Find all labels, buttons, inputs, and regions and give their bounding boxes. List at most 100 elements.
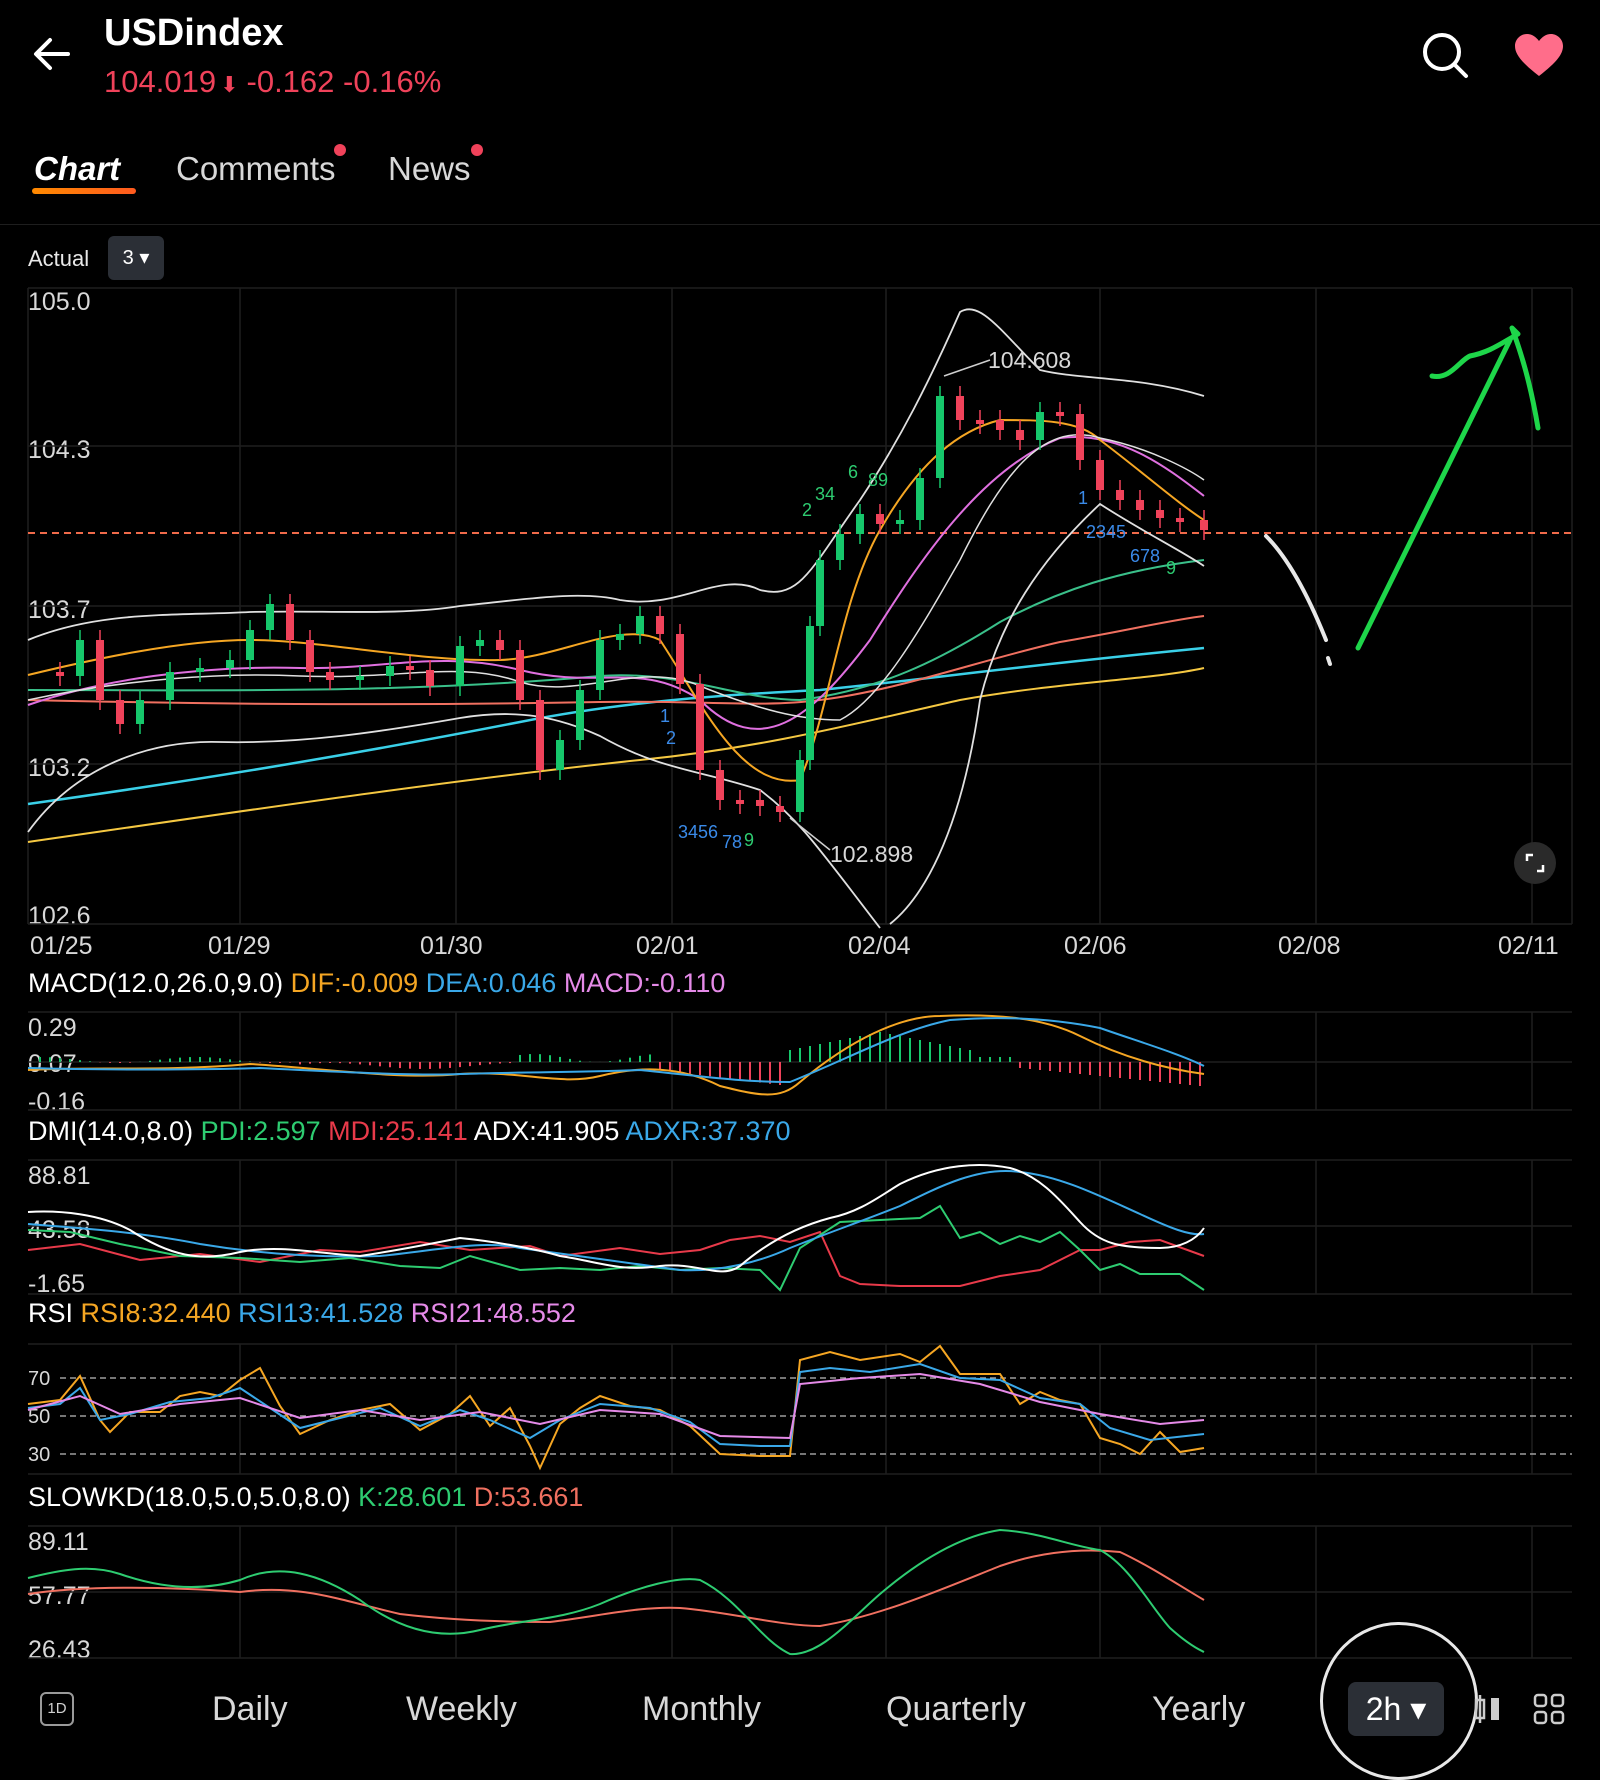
heart-icon[interactable]	[1515, 34, 1563, 78]
candle-body	[576, 690, 584, 740]
macd-title: MACD(12.0,26.0,9.0)	[28, 968, 284, 998]
dmi-y-label: 88.81	[28, 1162, 91, 1190]
td-count: 6	[848, 462, 858, 482]
candle-body	[326, 672, 334, 680]
td-count: 678	[1130, 546, 1160, 566]
candle-body	[756, 800, 764, 806]
symbol-title: USDindex	[104, 12, 284, 54]
x-label: 02/08	[1278, 932, 1341, 960]
y-label: 104.3	[28, 436, 91, 464]
candlesticks	[56, 386, 1208, 822]
candle-body	[516, 650, 524, 700]
candle-body	[956, 396, 964, 420]
candle-body	[266, 604, 274, 630]
price-chart[interactable]: 104.608 102.898 2 34 6 89 1 2345 678 9 1…	[0, 280, 1600, 940]
candle-body	[96, 640, 104, 700]
tab-news[interactable]: News	[388, 150, 471, 187]
tabs-divider	[0, 224, 1600, 225]
macd-value: MACD:-0.110	[563, 968, 726, 998]
tab-chart[interactable]: Chart	[34, 150, 121, 187]
1d-badge-label: 1D	[47, 1700, 67, 1717]
actual-selector[interactable]: 3 ▾	[108, 236, 164, 280]
grid-lines	[27, 287, 1573, 925]
price-change-pct: -0.16%	[343, 64, 442, 99]
candle-body	[616, 634, 624, 640]
candle-body	[76, 640, 84, 676]
price-change: -0.162	[246, 64, 335, 99]
candle-body	[56, 672, 64, 676]
candle-body	[796, 760, 804, 812]
slowkd-y-label: 26.43	[28, 1636, 91, 1664]
candle-body	[916, 478, 924, 520]
slowkd-y-label: 89.11	[28, 1528, 89, 1556]
expand-icon[interactable]	[1514, 842, 1556, 884]
low-label: 102.898	[830, 841, 913, 867]
period-selector-2h[interactable]: 2h ▾	[1348, 1682, 1444, 1736]
candle-body	[996, 420, 1004, 430]
candle-body	[286, 604, 294, 640]
rsi-chart[interactable]	[0, 1340, 1600, 1478]
candle-body	[1200, 520, 1208, 530]
candle-body	[136, 700, 144, 724]
td-count: 2	[802, 500, 812, 520]
candle-body	[836, 534, 844, 560]
candle-body	[596, 640, 604, 690]
candle-body	[676, 634, 684, 684]
td-count: 3456	[678, 822, 718, 842]
candle-body	[406, 666, 414, 670]
1d-badge[interactable]: 1D	[40, 1692, 74, 1726]
period-quarterly[interactable]: Quarterly	[886, 1690, 1026, 1728]
candle-body	[1076, 414, 1084, 460]
period-monthly[interactable]: Monthly	[642, 1690, 762, 1728]
y-label: 103.2	[28, 754, 91, 782]
x-label: 01/29	[208, 932, 271, 960]
candle-body	[1156, 510, 1164, 518]
candle-body	[1136, 500, 1144, 510]
rsi-y-label: 70	[28, 1368, 51, 1390]
candle-body	[776, 806, 784, 812]
macd-y-label: 0.07	[28, 1050, 77, 1078]
td-count: 34	[815, 484, 835, 504]
candle-body	[536, 700, 544, 770]
period-daily[interactable]: Daily	[212, 1690, 288, 1728]
x-label: 02/01	[636, 932, 699, 960]
candle-body	[246, 630, 254, 660]
period-yearly[interactable]: Yearly	[1152, 1690, 1246, 1728]
y-label: 102.6	[28, 902, 91, 930]
tab-comments[interactable]: Comments	[176, 150, 336, 187]
candle-body	[656, 616, 664, 634]
search-icon[interactable]	[1420, 30, 1470, 80]
y-label: 105.0	[28, 288, 91, 316]
td-count: 78	[722, 832, 742, 852]
candle-body	[556, 740, 564, 770]
actual-label: Actual	[28, 246, 90, 271]
tab-chart-underline	[32, 188, 136, 194]
x-label: 02/06	[1064, 932, 1127, 960]
grid-icon[interactable]	[1532, 1692, 1566, 1726]
macd-y-label: -0.16	[28, 1088, 85, 1116]
macd-dea: DEA:0.046	[425, 968, 557, 998]
candle-body	[636, 616, 644, 634]
dmi-mdi: MDI:25.141	[328, 1116, 468, 1146]
dmi-legend: DMI(14.0,8.0) PDI:2.597 MDI:25.141 ADX:4…	[28, 1116, 791, 1147]
down-arrow-icon: ⬇	[220, 72, 239, 97]
dmi-chart[interactable]	[0, 1158, 1600, 1296]
td-count: 1	[660, 706, 670, 726]
candle-body	[166, 672, 174, 700]
candle-body	[856, 514, 864, 534]
rsi-y-label: 30	[28, 1444, 51, 1466]
candle-body	[196, 668, 204, 672]
high-label: 104.608	[988, 347, 1071, 373]
slowkd-legend: SLOWKD(18.0,5.0,5.0,8.0) K:28.601 D:53.6…	[28, 1482, 583, 1513]
back-arrow-icon[interactable]	[28, 30, 76, 78]
candle-body	[696, 684, 704, 770]
candle-body	[1096, 460, 1104, 490]
slowkd-y-label: 57.77	[28, 1582, 91, 1610]
slowkd-chart[interactable]	[0, 1522, 1600, 1662]
period-weekly[interactable]: Weekly	[406, 1690, 517, 1728]
macd-legend: MACD(12.0,26.0,9.0) DIF:-0.009 DEA:0.046…	[28, 968, 725, 999]
macd-chart[interactable]	[0, 1010, 1600, 1112]
candle-body	[716, 770, 724, 800]
candle-body	[1036, 412, 1044, 440]
candlestick-icon[interactable]	[1470, 1692, 1504, 1726]
